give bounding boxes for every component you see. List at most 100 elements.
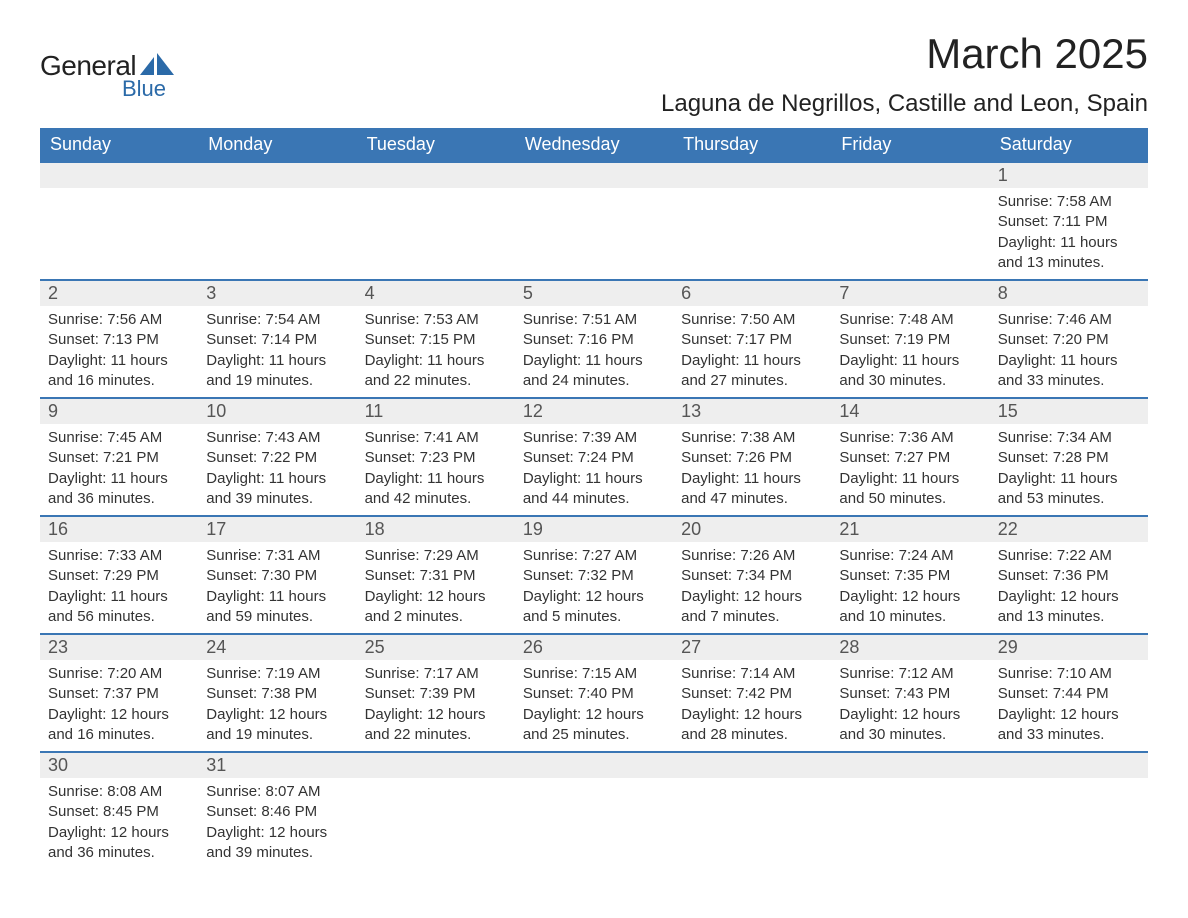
day-sunset: Sunset: 7:26 PM xyxy=(681,448,823,468)
day-number: 20 xyxy=(673,517,831,542)
day-sunset: Sunset: 7:16 PM xyxy=(523,330,665,350)
detail-row: Sunrise: 7:20 AMSunset: 7:37 PMDaylight:… xyxy=(40,660,1148,752)
day-sunset: Sunset: 8:45 PM xyxy=(48,802,190,822)
day-sunset: Sunset: 7:15 PM xyxy=(365,330,507,350)
day-daylight2: and 16 minutes. xyxy=(48,371,190,391)
day-daylight1: Daylight: 11 hours xyxy=(839,469,981,489)
day-sunrise: Sunrise: 7:26 AM xyxy=(681,546,823,566)
day-sunset: Sunset: 8:46 PM xyxy=(206,802,348,822)
day-detail: Sunrise: 7:26 AMSunset: 7:34 PMDaylight:… xyxy=(681,546,823,627)
day-sunrise: Sunrise: 7:19 AM xyxy=(206,664,348,684)
day-daylight2: and 24 minutes. xyxy=(523,371,665,391)
day-sunrise: Sunrise: 7:39 AM xyxy=(523,428,665,448)
day-detail: Sunrise: 7:39 AMSunset: 7:24 PMDaylight:… xyxy=(523,428,665,509)
day-number: 5 xyxy=(515,281,673,306)
day-daylight1: Daylight: 12 hours xyxy=(839,705,981,725)
day-daylight1: Daylight: 12 hours xyxy=(48,823,190,843)
day-daylight1: Daylight: 12 hours xyxy=(48,705,190,725)
day-number: 4 xyxy=(357,281,515,306)
day-daylight2: and 39 minutes. xyxy=(206,489,348,509)
day-daylight2: and 39 minutes. xyxy=(206,843,348,863)
day-daylight2: and 13 minutes. xyxy=(998,607,1140,627)
day-sunset: Sunset: 7:23 PM xyxy=(365,448,507,468)
day-number: 7 xyxy=(831,281,989,306)
day-detail: Sunrise: 7:34 AMSunset: 7:28 PMDaylight:… xyxy=(998,428,1140,509)
day-daylight2: and 5 minutes. xyxy=(523,607,665,627)
day-daylight2: and 44 minutes. xyxy=(523,489,665,509)
day-number: 22 xyxy=(990,517,1148,542)
day-number: 9 xyxy=(40,399,198,424)
day-detail: Sunrise: 7:50 AMSunset: 7:17 PMDaylight:… xyxy=(681,310,823,391)
day-sunrise: Sunrise: 7:38 AM xyxy=(681,428,823,448)
day-daylight2: and 19 minutes. xyxy=(206,371,348,391)
day-daylight2: and 19 minutes. xyxy=(206,725,348,745)
day-sunset: Sunset: 7:27 PM xyxy=(839,448,981,468)
day-daylight1: Daylight: 11 hours xyxy=(48,351,190,371)
day-sunrise: Sunrise: 7:15 AM xyxy=(523,664,665,684)
day-daylight1: Daylight: 12 hours xyxy=(681,705,823,725)
detail-row: Sunrise: 7:56 AMSunset: 7:13 PMDaylight:… xyxy=(40,306,1148,398)
day-daylight1: Daylight: 12 hours xyxy=(839,587,981,607)
day-number: 25 xyxy=(357,635,515,660)
logo: General Blue xyxy=(40,50,174,102)
day-detail: Sunrise: 7:27 AMSunset: 7:32 PMDaylight:… xyxy=(523,546,665,627)
day-sunrise: Sunrise: 7:58 AM xyxy=(998,192,1140,212)
day-detail: Sunrise: 7:14 AMSunset: 7:42 PMDaylight:… xyxy=(681,664,823,745)
weekday-header: Saturday xyxy=(990,128,1148,162)
day-daylight1: Daylight: 11 hours xyxy=(48,469,190,489)
day-daylight1: Daylight: 12 hours xyxy=(523,705,665,725)
day-sunset: Sunset: 7:14 PM xyxy=(206,330,348,350)
day-detail: Sunrise: 7:24 AMSunset: 7:35 PMDaylight:… xyxy=(839,546,981,627)
day-detail: Sunrise: 7:22 AMSunset: 7:36 PMDaylight:… xyxy=(998,546,1140,627)
day-daylight2: and 25 minutes. xyxy=(523,725,665,745)
day-sunset: Sunset: 7:40 PM xyxy=(523,684,665,704)
day-detail: Sunrise: 7:12 AMSunset: 7:43 PMDaylight:… xyxy=(839,664,981,745)
day-sunset: Sunset: 7:22 PM xyxy=(206,448,348,468)
day-sunrise: Sunrise: 7:22 AM xyxy=(998,546,1140,566)
day-daylight2: and 16 minutes. xyxy=(48,725,190,745)
daynum-row: 16171819202122 xyxy=(40,516,1148,542)
day-number: 12 xyxy=(515,399,673,424)
day-sunrise: Sunrise: 7:31 AM xyxy=(206,546,348,566)
logo-triangle-2 xyxy=(157,53,174,75)
day-detail: Sunrise: 7:29 AMSunset: 7:31 PMDaylight:… xyxy=(365,546,507,627)
day-daylight1: Daylight: 11 hours xyxy=(998,351,1140,371)
day-sunset: Sunset: 7:39 PM xyxy=(365,684,507,704)
day-sunrise: Sunrise: 7:10 AM xyxy=(998,664,1140,684)
day-daylight1: Daylight: 11 hours xyxy=(206,469,348,489)
logo-text-blue: Blue xyxy=(122,76,174,102)
daynum-row: 9101112131415 xyxy=(40,398,1148,424)
day-daylight2: and 59 minutes. xyxy=(206,607,348,627)
day-number: 1 xyxy=(990,163,1148,188)
day-number: 14 xyxy=(831,399,989,424)
day-daylight1: Daylight: 11 hours xyxy=(523,469,665,489)
day-daylight2: and 33 minutes. xyxy=(998,371,1140,391)
day-daylight2: and 2 minutes. xyxy=(365,607,507,627)
weekday-header: Monday xyxy=(198,128,356,162)
day-sunset: Sunset: 7:20 PM xyxy=(998,330,1140,350)
title-block: March 2025 Laguna de Negrillos, Castille… xyxy=(661,30,1148,118)
day-daylight1: Daylight: 12 hours xyxy=(998,705,1140,725)
day-sunrise: Sunrise: 7:14 AM xyxy=(681,664,823,684)
day-daylight1: Daylight: 11 hours xyxy=(681,351,823,371)
day-daylight2: and 28 minutes. xyxy=(681,725,823,745)
detail-row: Sunrise: 7:45 AMSunset: 7:21 PMDaylight:… xyxy=(40,424,1148,516)
day-sunrise: Sunrise: 7:46 AM xyxy=(998,310,1140,330)
day-sunset: Sunset: 7:34 PM xyxy=(681,566,823,586)
day-daylight1: Daylight: 12 hours xyxy=(681,587,823,607)
day-daylight2: and 50 minutes. xyxy=(839,489,981,509)
day-daylight1: Daylight: 12 hours xyxy=(523,587,665,607)
day-detail: Sunrise: 7:56 AMSunset: 7:13 PMDaylight:… xyxy=(48,310,190,391)
day-sunset: Sunset: 7:19 PM xyxy=(839,330,981,350)
day-sunset: Sunset: 7:37 PM xyxy=(48,684,190,704)
day-sunrise: Sunrise: 7:20 AM xyxy=(48,664,190,684)
day-number: 15 xyxy=(990,399,1148,424)
day-daylight1: Daylight: 11 hours xyxy=(523,351,665,371)
day-daylight1: Daylight: 12 hours xyxy=(206,705,348,725)
day-daylight2: and 56 minutes. xyxy=(48,607,190,627)
location-subtitle: Laguna de Negrillos, Castille and Leon, … xyxy=(661,90,1148,118)
day-detail: Sunrise: 7:43 AMSunset: 7:22 PMDaylight:… xyxy=(206,428,348,509)
day-daylight1: Daylight: 11 hours xyxy=(365,351,507,371)
day-number: 13 xyxy=(673,399,831,424)
day-sunrise: Sunrise: 7:33 AM xyxy=(48,546,190,566)
